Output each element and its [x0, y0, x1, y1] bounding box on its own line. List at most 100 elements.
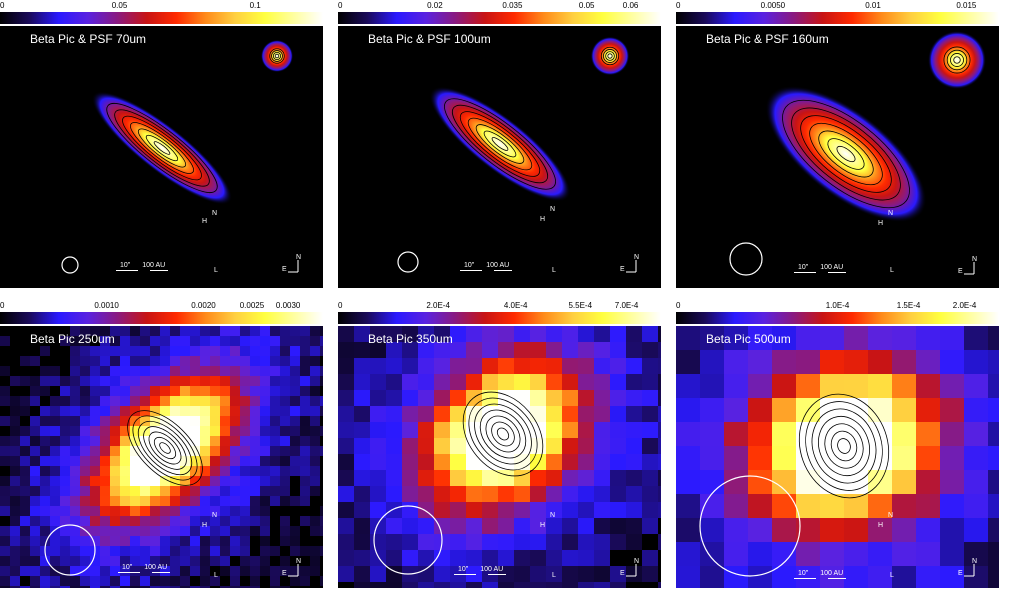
map-pixel [260, 426, 270, 436]
map-pixel [260, 356, 270, 366]
map-pixel [260, 326, 270, 336]
map-pixel [150, 426, 160, 436]
map-pixel [130, 466, 140, 476]
map-pixel [240, 506, 250, 516]
map-pixel [748, 518, 772, 542]
map-pixel [40, 486, 50, 496]
map-pixel [280, 456, 290, 466]
map-pixel [530, 454, 546, 470]
map-pixel [170, 476, 180, 486]
map-pixel [498, 486, 514, 502]
map-pixel [700, 566, 724, 588]
map-pixel [40, 436, 50, 446]
map-pixel [50, 516, 60, 526]
map-pixel [300, 446, 310, 456]
map-pixel [450, 358, 466, 374]
map-pixel [60, 526, 70, 536]
map-pixel [180, 456, 190, 466]
map-pixel [748, 542, 772, 566]
scale-au: 100 AU [140, 262, 166, 269]
map-pixel [546, 406, 562, 422]
map-pixel [200, 536, 210, 546]
map-pixel [130, 576, 140, 586]
map-pixel [260, 556, 270, 566]
colorbar: 0 0.02 0.035 0.05 0.06 [338, 0, 661, 26]
map-pixel [300, 396, 310, 406]
map-pixel [820, 422, 844, 446]
map-pixel [180, 386, 190, 396]
map-pixel [320, 446, 323, 456]
map-pixel [280, 486, 290, 496]
map-pixel [80, 586, 90, 588]
map-pixel [10, 496, 20, 506]
map-pixel [110, 446, 120, 456]
map-pixel [60, 406, 70, 416]
contour [148, 431, 182, 465]
map-pixel [270, 416, 280, 426]
map-pixel [90, 586, 100, 588]
map-pixel [40, 376, 50, 386]
map-pixel [230, 566, 240, 576]
map-pixel [20, 456, 30, 466]
map-pixel [210, 526, 220, 536]
map-pixel [40, 346, 50, 356]
colorbar-tick-label: 0.0030 [275, 301, 301, 310]
map-pixel [80, 336, 90, 346]
map-pixel [916, 566, 940, 588]
map-pixel [110, 456, 120, 466]
scale-bar-line [828, 578, 846, 579]
map-pixel [240, 396, 250, 406]
contour [491, 421, 515, 447]
map-pixel [868, 398, 892, 422]
map-pixel [70, 496, 80, 506]
map-pixel [120, 536, 130, 546]
map-pixel [820, 518, 844, 542]
map-pixel [892, 422, 916, 446]
map-pixel [594, 326, 610, 342]
map-pixel [200, 586, 210, 588]
map-pixel [338, 342, 354, 358]
map-pixel [20, 476, 30, 486]
map-pixel [270, 476, 280, 486]
colorbar-tick-labels: 0 0.0050 0.01 0.015 [676, 1, 999, 13]
map-pixel [70, 486, 80, 496]
map-pixel [130, 496, 140, 506]
map-pixel [10, 576, 20, 586]
map-pixel [240, 476, 250, 486]
compass-east: E [282, 570, 287, 577]
colorbar-tick-labels: 0 0.0010 0.0020 0.0025 0.0030 [0, 301, 323, 313]
map-pixel [562, 374, 578, 390]
map-pixel [80, 506, 90, 516]
map-pixel [150, 546, 160, 556]
contour [483, 130, 517, 158]
map-pixel [338, 390, 354, 406]
map-pixel [700, 374, 724, 398]
map-pixel [892, 350, 916, 374]
map-pixel [250, 356, 260, 366]
colorbar-gradient [0, 312, 323, 324]
map-pixel [40, 496, 50, 506]
beam-circle [699, 475, 801, 577]
map-pixel [30, 386, 40, 396]
map-pixel [50, 486, 60, 496]
map-pixel [190, 416, 200, 426]
map-pixel [514, 374, 530, 390]
map-pixel [230, 576, 240, 586]
map-pixel [180, 556, 190, 566]
map-pixel [530, 358, 546, 374]
map-pixel [100, 586, 110, 588]
map-pixel [748, 350, 772, 374]
map-pixel [210, 346, 220, 356]
map-pixel [230, 496, 240, 506]
contour [106, 103, 218, 193]
map-pixel [150, 396, 160, 406]
map-pixel [370, 534, 386, 550]
map-pixel [240, 546, 250, 556]
map-pixel [50, 536, 60, 546]
map-pixel [140, 566, 150, 576]
map-pixel [60, 506, 70, 516]
map-pixel [120, 456, 130, 466]
map-pixel [514, 550, 530, 566]
map-pixel [940, 446, 964, 470]
map-pixel [270, 406, 280, 416]
